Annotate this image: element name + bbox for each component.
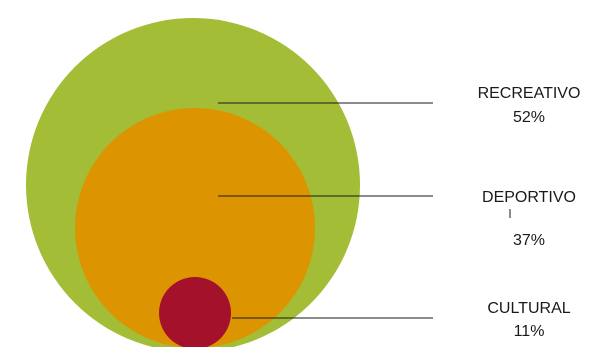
circle-deportivo [75, 108, 315, 347]
label-layer: RECREATIVO 52% DEPORTIVO 37% CULTURAL 11% [478, 85, 581, 340]
label-cultural: CULTURAL [487, 300, 570, 317]
value-cultural: 11% [514, 323, 545, 340]
label-recreativo: RECREATIVO [478, 85, 581, 102]
circle-cultural [159, 277, 231, 347]
value-deportivo: 37% [513, 232, 545, 249]
label-deportivo: DEPORTIVO [482, 189, 576, 206]
value-recreativo: 52% [513, 109, 545, 126]
leader-line-layer [218, 102, 511, 319]
circle-layer [26, 18, 360, 347]
